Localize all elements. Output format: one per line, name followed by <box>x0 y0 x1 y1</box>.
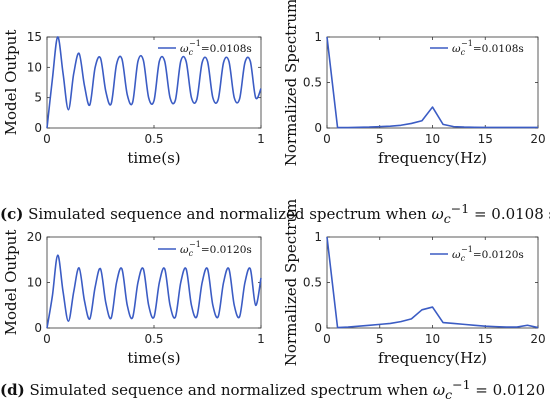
plot-d-spectrum: 0 5 10 15 20 0 0.5 1 frequency(Hz) Normalized Spe… <box>282 199 546 367</box>
y-tick-label: 0 <box>34 121 42 135</box>
x-tick-label: 1 <box>257 132 265 146</box>
y-tick-label: 5 <box>34 91 42 105</box>
series-line <box>46 254 262 329</box>
caption-d-letter: (d) <box>0 381 25 399</box>
y-tick-label: 15 <box>27 30 42 44</box>
y-tick-label: 0.5 <box>303 276 322 290</box>
caption-c-sup: −1 <box>450 201 470 216</box>
legend: ωc−1=0.0108s <box>158 39 252 57</box>
x-tick-label: 15 <box>478 332 493 346</box>
x-tick-label: 15 <box>478 132 493 146</box>
y-axis-label: Normalized Spectrum <box>282 199 300 366</box>
x-axis-label: frequency(Hz) <box>378 149 487 167</box>
y-tick-label: 0 <box>34 321 42 335</box>
x-axis-label: frequency(Hz) <box>378 349 487 367</box>
caption-d: (d) Simulated sequence and normalized sp… <box>0 377 550 402</box>
y-tick-label: 20 <box>27 230 42 244</box>
legend: ωc−1=0.0120s <box>430 245 524 263</box>
x-tick-label: 5 <box>376 332 384 346</box>
caption-d-value: = 0.0120 s <box>470 381 550 399</box>
caption-c-sub: c <box>443 211 451 226</box>
y-tick-label: 0.5 <box>303 76 322 90</box>
x-axis-label: time(s) <box>127 149 180 167</box>
x-tick-label: 0 <box>43 132 51 146</box>
y-tick-label: 1 <box>314 30 322 44</box>
caption-c-letter: (c) <box>0 205 24 223</box>
legend-label: ωc−1=0.0120s <box>180 240 252 258</box>
x-tick-label: 10 <box>425 132 440 146</box>
y-axis-label: Model Output <box>2 230 20 336</box>
series-line <box>326 36 539 129</box>
caption-d-symbol: ω <box>432 381 446 399</box>
legend-label: ωc−1=0.0108s <box>180 39 252 57</box>
caption-d-sup: −1 <box>452 377 471 392</box>
caption-c-symbol: ω <box>431 205 444 223</box>
x-tick-label: 0 <box>43 332 51 346</box>
legend-label: ωc−1=0.0120s <box>452 245 524 263</box>
caption-c-value: = 0.0108 s <box>469 205 550 223</box>
series-line <box>326 236 539 329</box>
y-tick-label: 0 <box>314 121 322 135</box>
legend: ωc−1=0.0120s <box>158 240 252 258</box>
legend-label: ωc−1=0.0108s <box>452 39 524 57</box>
x-tick-label: 10 <box>425 332 440 346</box>
y-tick-label: 10 <box>27 60 42 74</box>
caption-d-sub: c <box>445 387 453 402</box>
caption-d-text: Simulated sequence and normalized spectr… <box>24 381 433 399</box>
caption-c: (c) Simulated sequence and normalized sp… <box>0 201 550 226</box>
series-line <box>46 36 262 129</box>
x-tick-label: 0.5 <box>144 132 163 146</box>
x-axis-label: time(s) <box>127 349 180 367</box>
y-tick-label: 10 <box>27 276 42 290</box>
x-tick-label: 0 <box>323 132 331 146</box>
x-tick-label: 1 <box>257 332 265 346</box>
caption-c-text: Simulated sequence and normalized spectr… <box>23 205 432 223</box>
x-tick-label: 5 <box>376 132 384 146</box>
y-axis-label: Model Output <box>2 30 20 136</box>
x-tick-label: 0.5 <box>144 332 163 346</box>
y-axis-label: Normalized Spectrum <box>282 0 300 166</box>
y-tick-label: 1 <box>314 230 322 244</box>
x-tick-label: 20 <box>530 332 545 346</box>
y-tick-label: 0 <box>314 321 322 335</box>
legend: ωc−1=0.0108s <box>430 39 524 57</box>
plot-c-spectrum: 0 5 10 15 20 0 0.5 1 frequency(Hz) Normalized Spe… <box>282 0 546 167</box>
x-tick-label: 0 <box>323 332 331 346</box>
x-tick-label: 20 <box>530 132 545 146</box>
